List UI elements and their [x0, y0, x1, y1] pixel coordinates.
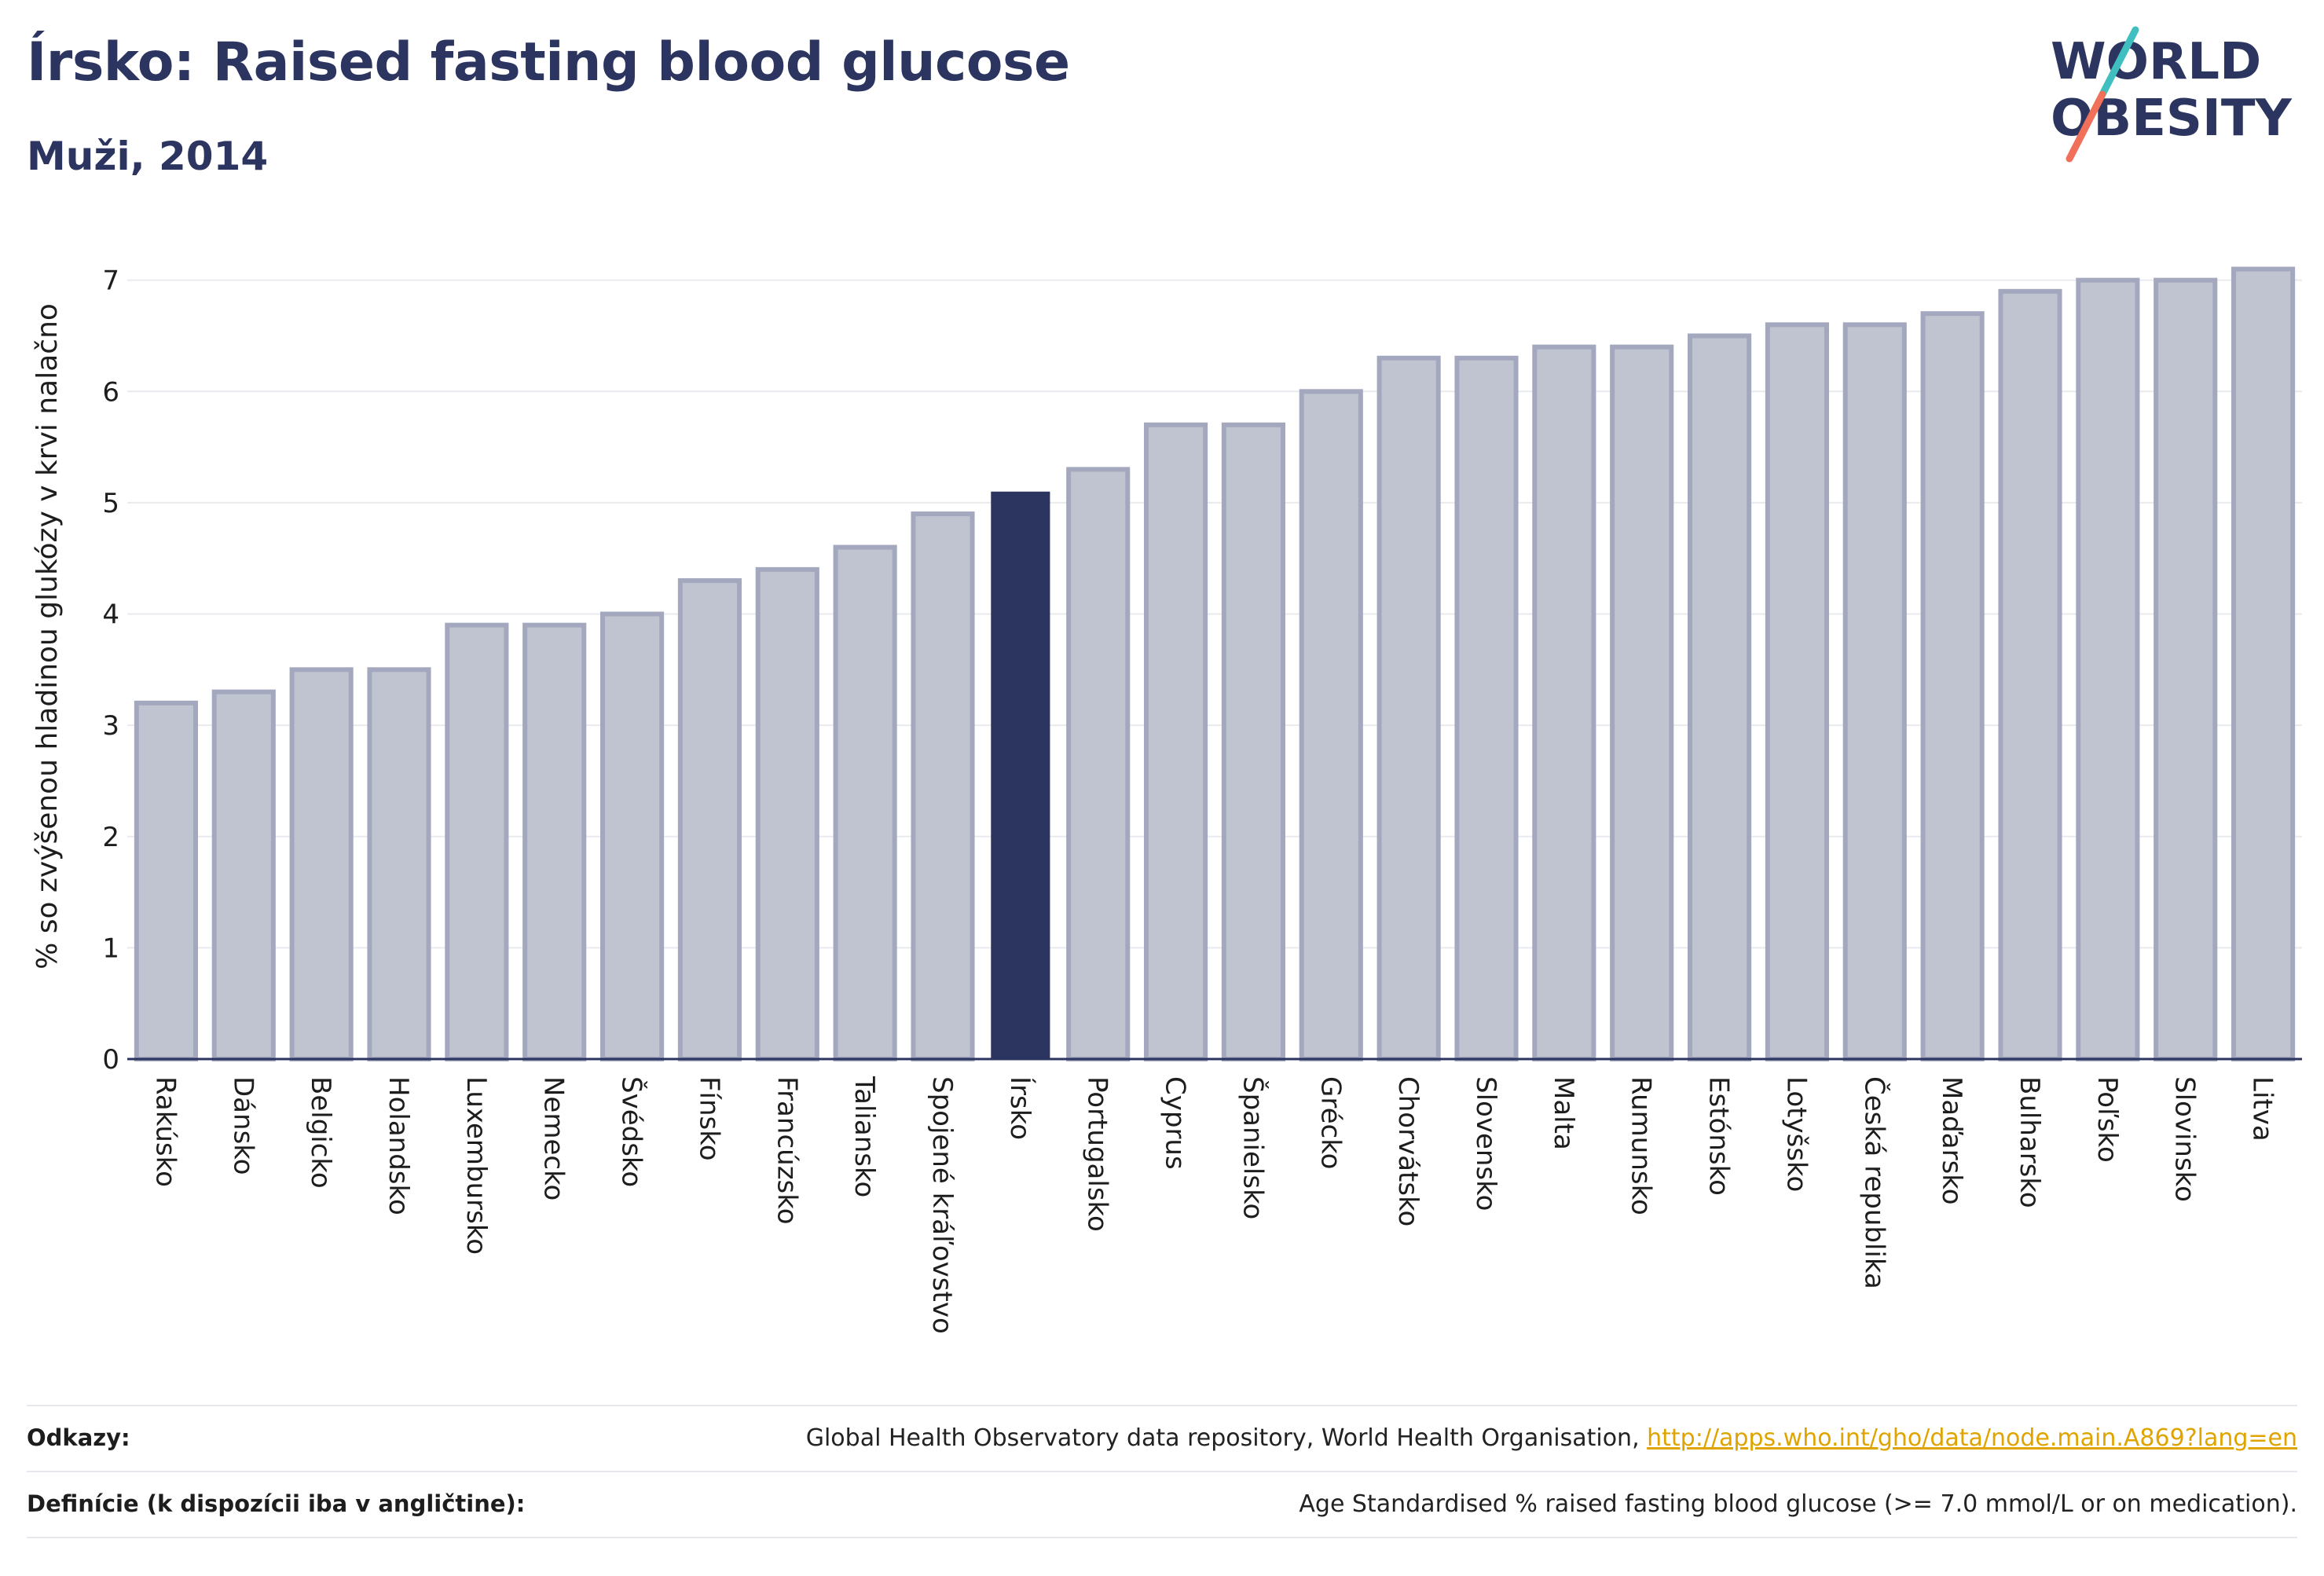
y-tick-label: 1 — [102, 933, 119, 964]
bar-Holandsko — [367, 667, 431, 1062]
bar-Írsko — [991, 491, 1050, 1059]
bar-Rakúsko — [134, 700, 198, 1061]
logo-line-1: WORLD — [2051, 33, 2261, 91]
bar-Belgicko — [289, 667, 354, 1062]
x-tick-label: Malta — [1548, 1076, 1579, 1150]
bar-Švédsko — [600, 611, 665, 1061]
references-value: Global Health Observatory data repositor… — [806, 1424, 2297, 1452]
bar-Litva — [2231, 266, 2296, 1061]
x-tick-label: Chorvátsko — [1392, 1076, 1424, 1226]
x-tick-label: Rakúsko — [149, 1076, 181, 1187]
bar-Chorvátsko — [1376, 355, 1441, 1061]
x-tick-label: Taliansko — [849, 1076, 880, 1197]
bar-Lotyšsko — [1765, 322, 1829, 1061]
bar-Luxembursko — [445, 622, 509, 1061]
bar-Slovensko — [1454, 355, 1519, 1061]
x-tick-label: Grécko — [1314, 1076, 1346, 1169]
x-tick-label: Lotyšsko — [1780, 1076, 1812, 1192]
x-tick-label: Belgicko — [305, 1076, 336, 1189]
bar-Estónsko — [1688, 333, 1752, 1061]
x-tick-label: Česká republika — [1858, 1076, 1890, 1289]
x-tick-label: Fínsko — [693, 1076, 724, 1161]
y-tick-labels: 0 1 2 3 4 5 6 7 — [102, 266, 119, 1076]
bar-Cyprus — [1144, 422, 1208, 1061]
footer-definitions-row: Definície (k dispozícii iba v angličtine… — [27, 1472, 2297, 1535]
bar-Portugalsko — [1066, 467, 1131, 1061]
references-link[interactable]: http://apps.who.int/gho/data/node.main.A… — [1647, 1424, 2297, 1452]
bar-Česká republika — [1842, 322, 1907, 1061]
x-tick-label: Litva — [2247, 1076, 2278, 1142]
bar-Rumunsko — [1610, 344, 1674, 1061]
bars — [134, 266, 2296, 1062]
x-tick-label: Rumunsko — [1626, 1076, 1657, 1215]
bar-Spojené kráľovstvo — [911, 511, 975, 1061]
x-tick-label: Dánsko — [227, 1076, 258, 1175]
bar-Grécko — [1299, 389, 1363, 1061]
x-tick-label: Španielsko — [1237, 1076, 1269, 1219]
definitions-label: Definície (k dispozícii iba v angličtine… — [27, 1490, 526, 1517]
x-tick-label: Švédsko — [616, 1076, 648, 1187]
x-tick-label: Poľsko — [2091, 1076, 2123, 1163]
bar-Fínsko — [677, 578, 742, 1061]
x-tick-labels: Rakúsko Dánsko Belgicko Holandsko Luxembursk… — [149, 1076, 2278, 1334]
y-tick-label: 3 — [102, 710, 119, 742]
logo-coral-slash — [2066, 90, 2106, 163]
x-tick-label: Slovinsko — [2169, 1076, 2201, 1202]
y-tick-label: 6 — [102, 376, 119, 408]
x-tick-label: Írsko — [1004, 1076, 1036, 1140]
references-label: Odkazy: — [27, 1424, 130, 1451]
world-obesity-logo: WORLD OBESITY — [2051, 26, 2292, 163]
x-tick-label: Luxembursko — [460, 1076, 492, 1255]
bar-chart: 0 1 2 3 4 5 6 7 Rakúsko Dánsko Belgicko Holandsko L… — [31, 266, 2302, 1334]
x-tick-label: Bulharsko — [2014, 1076, 2045, 1208]
logo-teal-slash — [2099, 26, 2139, 98]
footer-divider-bottom — [27, 1537, 2297, 1538]
page-subtitle: Muži, 2014 — [27, 134, 269, 179]
bar-Taliansko — [833, 544, 897, 1061]
bar-Španielsko — [1221, 422, 1285, 1061]
bar-Slovinsko — [2154, 277, 2218, 1062]
bar-Maďarsko — [1920, 311, 1985, 1061]
bar-Dánsko — [211, 689, 276, 1061]
references-text: Global Health Observatory data repositor… — [805, 1424, 1648, 1452]
x-tick-label: Slovensko — [1470, 1076, 1501, 1211]
x-tick-label: Portugalsko — [1082, 1076, 1113, 1232]
y-tick-label: 7 — [102, 266, 119, 297]
y-axis-label: % so zvýšenou hladinou glukózy v krvi na… — [31, 303, 64, 969]
footer-references-row: Odkazy: Global Health Observatory data r… — [27, 1406, 2297, 1469]
x-tick-label: Francúzsko — [771, 1076, 802, 1225]
bar-Poľsko — [2076, 277, 2140, 1062]
bar-Nemecko — [522, 622, 587, 1061]
y-tick-label: 0 — [102, 1044, 119, 1076]
page-title: Írsko: Raised fasting blood glucose — [27, 31, 1070, 93]
bar-Malta — [1532, 344, 1596, 1061]
y-tick-label: 4 — [102, 599, 119, 631]
x-tick-label: Cyprus — [1160, 1076, 1191, 1170]
definitions-text: Age Standardised % raised fasting blood … — [1299, 1490, 2297, 1518]
y-tick-label: 2 — [102, 822, 119, 853]
y-tick-label: 5 — [102, 488, 119, 519]
x-tick-label: Estónsko — [1703, 1076, 1735, 1196]
footer-divider-middle — [27, 1471, 2297, 1472]
x-tick-label: Spojené kráľovstvo — [926, 1076, 958, 1334]
bar-Francúzsko — [755, 566, 819, 1061]
x-tick-label: Maďarsko — [1936, 1076, 1967, 1205]
bar-Bulharsko — [1998, 288, 2062, 1062]
x-tick-label: Holandsko — [383, 1076, 414, 1215]
x-tick-label: Nemecko — [538, 1076, 570, 1200]
footer-divider-top — [27, 1405, 2297, 1406]
